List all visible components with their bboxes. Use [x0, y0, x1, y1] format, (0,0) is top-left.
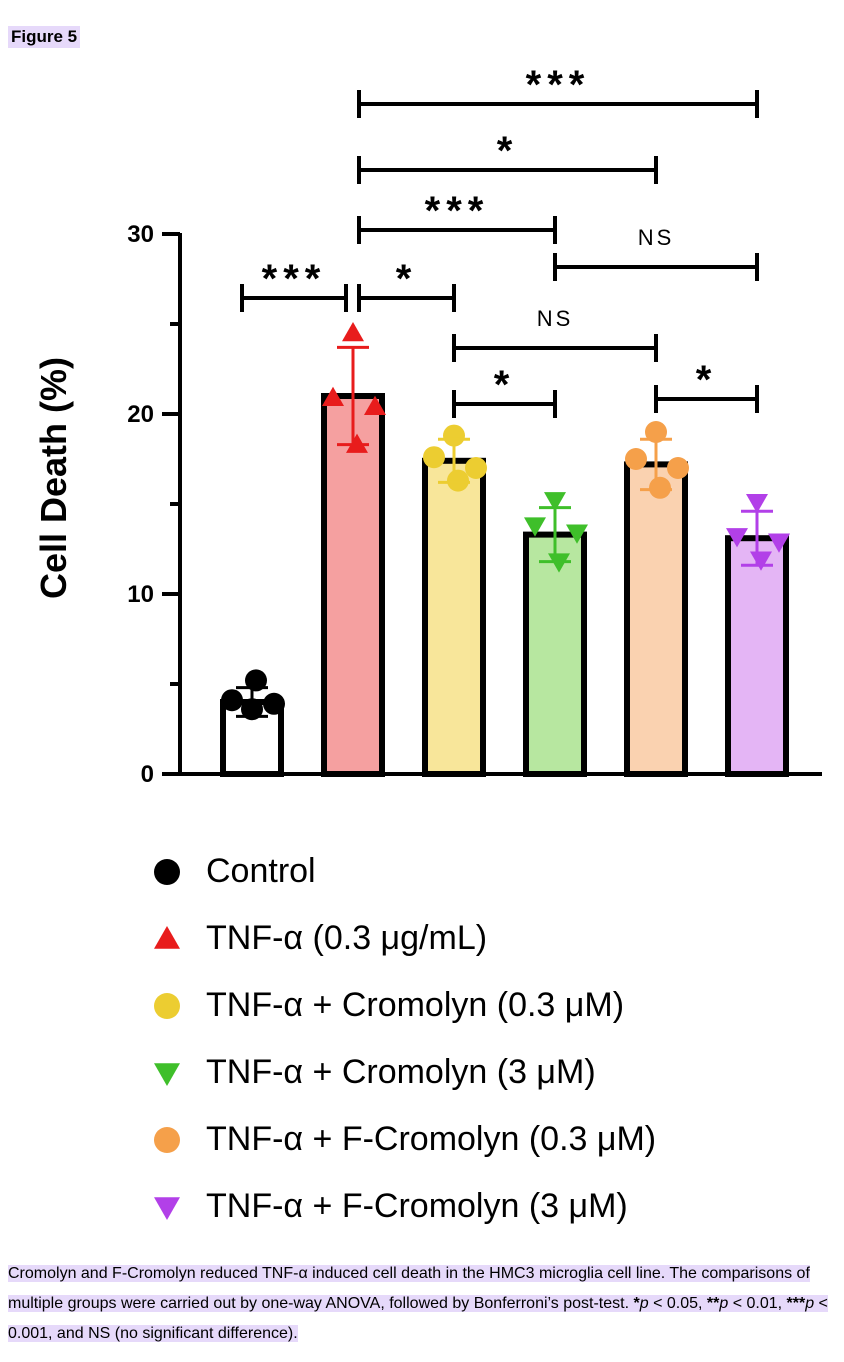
significance-label: * — [696, 358, 718, 402]
chart-axes: 0 10 20 30 — [127, 221, 822, 788]
significance-label: *** — [425, 189, 490, 233]
y-tick-label: 20 — [127, 401, 154, 428]
figure-caption: Cromolyn and F-Cromolyn reduced TNF-α in… — [8, 1259, 838, 1349]
significance-label: NS — [638, 225, 675, 250]
caption-text: Cromolyn and F-Cromolyn reduced TNF-α in… — [8, 1265, 810, 1312]
legend-marker-f-cromolyn-low — [154, 1126, 180, 1153]
data-point — [625, 448, 647, 470]
significance-label: *** — [526, 63, 591, 107]
legend-label: TNF-α + F-Cromolyn (3 μM) — [206, 1187, 628, 1225]
caption-stars-2: ** — [706, 1295, 720, 1312]
figure-label: Figure 5 — [8, 26, 81, 48]
bar — [422, 457, 486, 777]
data-point — [768, 533, 790, 553]
legend-item-tnf: TNF-α (0.3 μg/mL) — [150, 905, 656, 972]
legend-marker-shape — [154, 1062, 180, 1086]
legend-marker-cromolyn-low — [154, 992, 180, 1019]
data-point — [645, 421, 667, 443]
data-point — [447, 469, 469, 492]
caption-p-3: p — [805, 1295, 815, 1312]
legend-label: TNF-α + F-Cromolyn (0.3 μM) — [206, 1120, 657, 1158]
significance-label: * — [497, 129, 519, 173]
legend-item-f-cromolyn-high: TNF-α + F-Cromolyn (3 μM) — [150, 1173, 656, 1240]
chart-points — [221, 322, 790, 721]
significance-label: * — [396, 257, 418, 301]
legend-marker-shape — [154, 992, 180, 1019]
legend-marker-cromolyn-high — [154, 1062, 180, 1086]
y-axis-label: Cell Death (%) — [33, 357, 74, 599]
caption-p-1: p — [639, 1295, 649, 1312]
caption-threshold-3: < 0.001, and NS (no significant differen… — [8, 1295, 828, 1342]
significance-label: *** — [262, 257, 327, 301]
y-tick-label: 30 — [127, 221, 154, 248]
bar — [725, 535, 789, 778]
significance-label: NS — [537, 306, 574, 331]
caption-stars-1: * — [633, 1295, 640, 1312]
data-point — [364, 395, 386, 416]
y-tick-label: 10 — [127, 581, 154, 608]
legend-item-cromolyn-high: TNF-α + Cromolyn (3 μM) — [150, 1039, 656, 1106]
data-point — [322, 386, 344, 407]
data-point — [649, 476, 671, 499]
data-point — [263, 692, 285, 715]
data-point — [667, 457, 689, 479]
data-point — [342, 322, 364, 342]
data-point — [746, 493, 768, 514]
legend: Control TNF-α (0.3 μg/mL) TNF-α + Cromol… — [150, 838, 656, 1240]
legend-label: TNF-α (0.3 μg/mL) — [206, 919, 488, 957]
legend-item-control: Control — [150, 838, 656, 905]
chart-bars — [220, 393, 789, 778]
bar — [523, 531, 587, 777]
data-point — [221, 689, 243, 712]
legend-marker-shape — [154, 925, 180, 949]
caption-p-2: p — [719, 1295, 729, 1312]
bar — [624, 461, 688, 777]
significance-label: * — [494, 363, 516, 407]
legend-marker-shape — [154, 1196, 180, 1220]
legend-label: TNF-α + Cromolyn (0.3 μM) — [206, 986, 625, 1024]
data-point — [245, 669, 267, 692]
data-point — [465, 457, 487, 479]
caption-threshold-1: < 0.05, — [648, 1295, 707, 1312]
data-point — [726, 528, 748, 548]
legend-item-f-cromolyn-low: TNF-α + F-Cromolyn (0.3 μM) — [150, 1106, 656, 1173]
legend-marker-f-cromolyn-high — [154, 1196, 180, 1220]
data-point — [566, 524, 588, 544]
legend-marker-tnf — [154, 925, 180, 949]
legend-marker-shape — [154, 858, 180, 885]
legend-label: TNF-α + Cromolyn (3 μM) — [206, 1053, 596, 1091]
legend-item-cromolyn-low: TNF-α + Cromolyn (0.3 μM) — [150, 972, 656, 1039]
y-tick-label: 0 — [141, 761, 154, 788]
data-point — [544, 492, 566, 512]
data-point — [524, 517, 546, 537]
legend-label: Control — [206, 852, 316, 890]
caption-threshold-2: < 0.01, — [728, 1295, 787, 1312]
legend-marker-shape — [154, 1126, 180, 1153]
caption-stars-3: *** — [786, 1295, 806, 1312]
data-point — [423, 446, 445, 469]
data-point — [443, 424, 465, 447]
bar — [321, 393, 385, 777]
legend-marker-control — [154, 858, 180, 885]
